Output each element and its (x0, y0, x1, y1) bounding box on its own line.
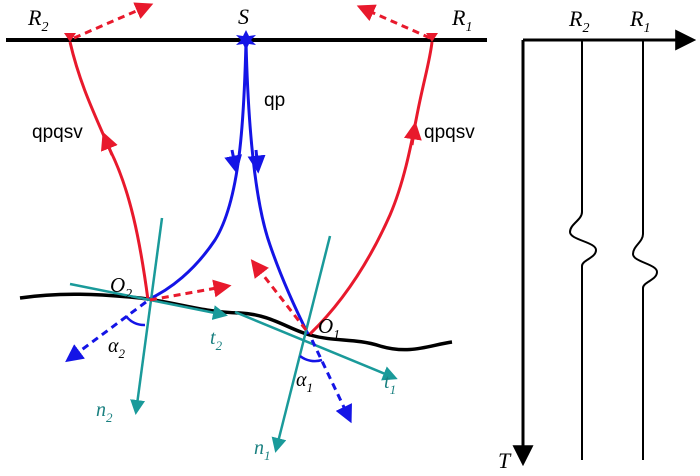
o2-red-dashed (149, 279, 232, 302)
source-label: S (238, 4, 249, 29)
tangent-1-label: t1 (384, 371, 396, 397)
angle-2-arc (124, 315, 146, 327)
time-axis-label: T (498, 448, 512, 473)
o2-blue-dashed (65, 300, 147, 363)
receiver-2-marker (64, 33, 76, 42)
point-o1-label: O1 (318, 314, 340, 343)
qp-arrow-left (224, 149, 243, 174)
trace-r1-wiggle (631, 40, 659, 460)
qpqsv-ray-left (68, 41, 150, 301)
angle-1-label: α1 (296, 369, 313, 395)
qpqsv-arrow-right (403, 121, 422, 146)
trace-r2-wiggle (568, 40, 598, 460)
angle-1-arc (299, 354, 323, 363)
normal-1-line (271, 235, 332, 453)
angle-2-label: α2 (108, 335, 126, 361)
qpqsv-left-label: qpqsv (32, 122, 83, 143)
receiver-1-dashed-arrow (356, 4, 431, 40)
qpqsv-ray-right (308, 41, 434, 336)
qp-ray-to-o1 (244, 41, 310, 335)
qp-ray-label: qp (264, 90, 285, 111)
qp-arrow-right (247, 149, 266, 174)
normal-2-line (130, 217, 164, 415)
qpqsv-right-label: qpqsv (424, 122, 475, 143)
trace-r1-label: R1 (629, 6, 650, 36)
tangent-2-line (69, 282, 228, 321)
o1-blue-dashed (310, 339, 352, 424)
receiver-1-label: R1 (451, 5, 472, 35)
qpqsv-arrow-left (100, 131, 118, 156)
normal-1-label: n1 (254, 437, 271, 463)
trace-r2-label: R2 (568, 6, 589, 36)
qp-ray-to-o2 (146, 41, 248, 302)
tangent-2-label: t2 (210, 327, 223, 353)
receiver-2-label: R2 (27, 5, 48, 35)
reflector-interface (19, 292, 453, 352)
receiver-2-dashed-arrow (73, 2, 154, 40)
source-star-icon (236, 30, 256, 50)
point-o2-label: O2 (110, 273, 132, 302)
receiver-1-marker (426, 33, 438, 42)
normal-2-label: n2 (96, 399, 113, 425)
o1-red-dashed (250, 259, 308, 331)
